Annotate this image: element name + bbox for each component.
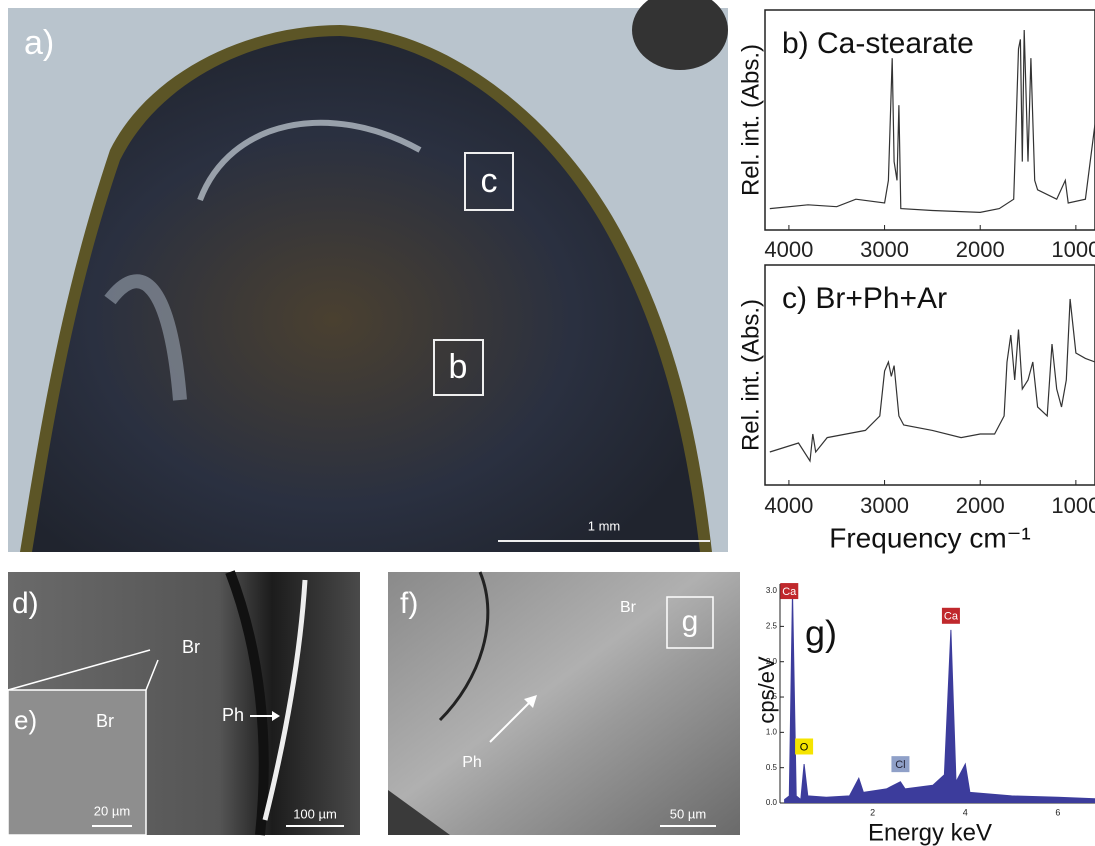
scale-label: 1 mm	[588, 518, 621, 533]
y-tick-label: 3.0	[766, 586, 778, 595]
region-label: Br	[96, 711, 114, 731]
box-label: g	[682, 605, 699, 638]
region-label: Br	[182, 637, 200, 657]
box-label: b	[449, 348, 468, 386]
chart-title: c) Br+Ph+Ar	[782, 282, 947, 315]
panel-label: e)	[14, 705, 37, 735]
scale-label: 100 µm	[293, 806, 337, 821]
region-label: Ph	[462, 754, 482, 771]
x-tick-label: 6	[1055, 807, 1060, 817]
panel-f: f) Br g Ph 50 µm	[388, 572, 740, 835]
region-label: Ph	[222, 705, 244, 725]
y-tick-label: 0.0	[766, 798, 778, 807]
panel-label: d)	[12, 587, 39, 620]
region-label: Br	[620, 599, 637, 616]
x-axis-label: Frequency cm⁻¹	[829, 522, 1031, 553]
x-tick-label: 3000	[860, 493, 909, 518]
annotation: O	[800, 741, 809, 753]
annotation: Ca	[782, 586, 797, 598]
x-tick-label: 3000	[860, 237, 909, 262]
figure: a) c b 1 mm d) Br Ph 100 µm e) Br 20 µm …	[0, 0, 1095, 846]
panel-label: f)	[400, 587, 418, 620]
scale-label: 50 µm	[670, 806, 706, 821]
annotation: Ca	[944, 611, 959, 623]
chart: 4000 3000 2000 1000 b) Ca-stearate Rel. int. …	[737, 10, 1095, 262]
annotation: Cl	[895, 759, 905, 771]
panel-label: a)	[24, 24, 54, 62]
x-tick-label: 1000	[1051, 493, 1095, 518]
spectrum-line	[770, 299, 1095, 461]
panel-d: d) Br Ph 100 µm e) Br 20 µm	[8, 572, 360, 835]
y-tick-label: 0.5	[766, 763, 778, 772]
panel-a: a) c b 1 mm	[8, 0, 728, 552]
chart-title: g)	[805, 613, 837, 654]
y-axis-label: cps/eV	[754, 656, 779, 724]
x-tick-label: 2	[870, 807, 875, 817]
y-axis-label: Rel. int. (Abs.)	[737, 44, 764, 196]
x-tick-label: 2000	[956, 493, 1005, 518]
x-tick-label: 1000	[1051, 237, 1095, 262]
chart: 4000 3000 2000 1000 c) Br+Ph+Ar Rel. int. (Ab…	[737, 265, 1095, 553]
y-tick-label: 1.0	[766, 727, 778, 736]
x-tick-label: 4000	[764, 237, 813, 262]
y-tick-label: 2.5	[766, 621, 778, 630]
box-label: c	[481, 162, 498, 200]
x-tick-label: 4	[963, 807, 968, 817]
x-tick-label: 2000	[956, 237, 1005, 262]
x-axis-label: Energy keV	[868, 819, 992, 846]
y-axis-label: Rel. int. (Abs.)	[737, 299, 764, 451]
scale-label: 20 µm	[94, 803, 130, 818]
x-tick-label: 4000	[764, 493, 813, 518]
chart-title: b) Ca-stearate	[782, 27, 974, 60]
